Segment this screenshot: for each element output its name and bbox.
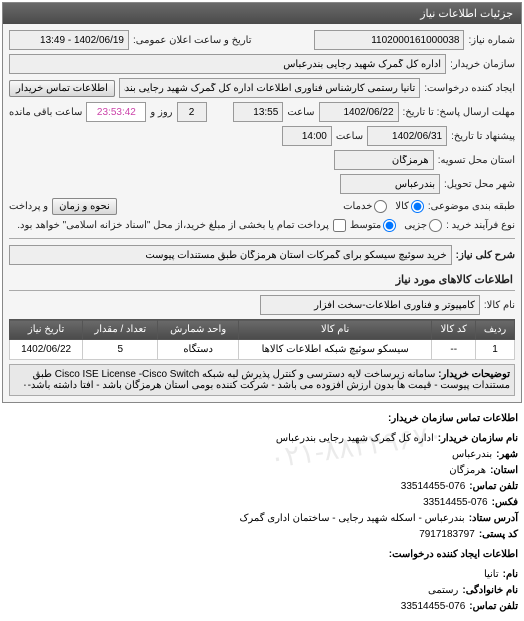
buyer-notes-label: توضیحات خریدار: xyxy=(438,369,510,380)
budget-kala-label: کالا xyxy=(395,201,409,212)
deadline-time-field xyxy=(233,102,283,122)
contact-tel: 33514455-076 xyxy=(401,479,466,495)
contact-name-label: نام: xyxy=(503,567,518,583)
province-field xyxy=(334,150,434,170)
bid-valid-date-field xyxy=(367,126,447,146)
process-small-label: جزیی xyxy=(404,220,427,231)
process-small-radio[interactable] xyxy=(429,219,442,232)
table-cell: 1 xyxy=(476,340,515,360)
bid-valid-time-label: ساعت xyxy=(336,131,363,142)
contact-address: بندرعباس - اسکله شهید رجایی - ساختمان اد… xyxy=(239,511,464,527)
buyer-contact-button[interactable]: اطلاعات تماس خریدار xyxy=(9,80,115,97)
table-cell: سیسکو سوئیچ شبکه اطلاعات کالاها xyxy=(238,340,431,360)
process-label: نوع فرآیند خرید : xyxy=(446,220,515,231)
time-remain-field xyxy=(86,102,146,122)
table-cell: -- xyxy=(432,340,476,360)
city-label: شهر محل تحویل: xyxy=(444,179,515,190)
goods-name-label: نام کالا: xyxy=(484,300,515,311)
table-cell: دستگاه xyxy=(158,340,239,360)
contact-name: تانیا xyxy=(484,567,499,583)
process-medium-label: متوسط xyxy=(350,220,381,231)
contact-province-label: استان: xyxy=(490,463,518,479)
city-field xyxy=(340,174,440,194)
budget-label: طبقه بندی موضوعی: xyxy=(428,201,515,212)
days-remain-field xyxy=(177,102,207,122)
bid-valid-time-field xyxy=(282,126,332,146)
creator-field xyxy=(119,78,420,98)
request-number-label: شماره نیاز: xyxy=(468,35,515,46)
budget-kala-radio[interactable] xyxy=(411,200,424,213)
contact-family-label: نام خانوادگی: xyxy=(462,583,518,599)
contact-postal: 7917183797 xyxy=(419,527,475,543)
public-datetime-field xyxy=(9,30,129,50)
table-cell: 1402/06/22 xyxy=(10,340,83,360)
contact-province: هرمزگان xyxy=(449,463,486,479)
request-number-field xyxy=(314,30,464,50)
deadline-time-label: ساعت xyxy=(287,107,314,118)
contact-org-label: نام سازمان خریدار: xyxy=(438,431,518,447)
time-remain-label: ساعت باقی مانده xyxy=(9,107,82,118)
payment-label: و پرداخت xyxy=(9,201,48,212)
budget-khadamat-label: خدمات xyxy=(343,201,372,212)
payment-button[interactable]: نحوه و زمان xyxy=(52,198,117,215)
table-header: نام کالا xyxy=(238,320,431,340)
need-title-field xyxy=(9,245,452,265)
buyer-field xyxy=(9,54,446,74)
table-cell: 5 xyxy=(83,340,158,360)
contact-tel2-label: تلفن تماس: xyxy=(469,599,518,615)
contact-tel-label: تلفن تماس: xyxy=(469,479,518,495)
budget-khadamat-radio[interactable] xyxy=(374,200,387,213)
table-header: کد کالا xyxy=(432,320,476,340)
goods-name-field xyxy=(260,295,480,315)
buyer-notes-text: سامانه زیرساخت لایه دسترسی و کنترل پذیرش… xyxy=(22,369,510,391)
goods-section-title: اطلاعات کالاهای مورد نیاز xyxy=(9,269,515,291)
table-row: 1--سیسکو سوئیچ شبکه اطلاعات کالاهادستگاه… xyxy=(10,340,515,360)
contact-family: رستمی xyxy=(428,583,458,599)
process-medium-radio[interactable] xyxy=(383,219,396,232)
deadline-date-field xyxy=(319,102,399,122)
contact-city-label: شهر: xyxy=(496,447,518,463)
creator-contact-header: اطلاعات ایجاد کننده درخواست: xyxy=(6,547,518,563)
bid-valid-label: پیشنهاد تا تاریخ: xyxy=(451,131,515,142)
contact-fax: 33514455-076 xyxy=(423,495,488,511)
goods-table: ردیفکد کالانام کالاواحد شمارشتعداد / مقد… xyxy=(9,319,515,360)
process-note: پرداخت تمام یا بخشی از مبلغ خرید،از محل … xyxy=(17,220,329,231)
contact-header: اطلاعات تماس سازمان خریدار: xyxy=(6,411,518,427)
panel-header: جزئیات اطلاعات نیاز xyxy=(3,3,521,24)
contact-address-label: آدرس ستاد: xyxy=(469,511,518,527)
contact-org: اداره کل گمرک شهید رجایی بندرعباس xyxy=(276,431,434,447)
contact-tel2: 33514455-076 xyxy=(401,599,466,615)
days-remain-label: روز و xyxy=(150,107,172,118)
contact-fax-label: فکس: xyxy=(492,495,518,511)
table-header: واحد شمارش xyxy=(158,320,239,340)
buyer-label: سازمان خریدار: xyxy=(450,59,515,70)
creator-label: ایجاد کننده درخواست: xyxy=(424,83,515,94)
public-datetime-label: تاریخ و ساعت اعلان عمومی: xyxy=(133,35,252,46)
table-header: تعداد / مقدار xyxy=(83,320,158,340)
table-header: ردیف xyxy=(476,320,515,340)
need-title-label: شرح کلی نیاز: xyxy=(456,250,515,261)
deadline-label: مهلت ارسال پاسخ: تا تاریخ: xyxy=(403,107,515,118)
process-checkbox[interactable] xyxy=(333,219,346,232)
province-label: استان محل تسویه: xyxy=(438,155,515,166)
table-header: تاریخ نیاز xyxy=(10,320,83,340)
contact-city: بندرعباس xyxy=(452,447,492,463)
contact-postal-label: کد پستی: xyxy=(479,527,518,543)
